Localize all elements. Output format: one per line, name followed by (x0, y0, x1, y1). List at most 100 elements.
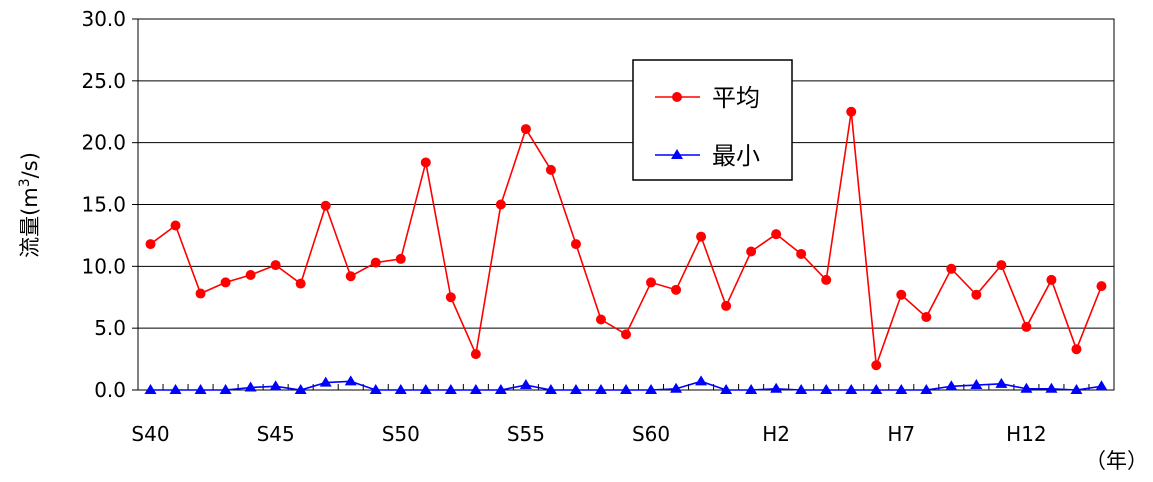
data-point-minimum (820, 384, 833, 394)
data-point-minimum (544, 384, 557, 394)
data-point-average (270, 260, 281, 271)
data-point-minimum (670, 382, 683, 393)
data-point-minimum (695, 375, 708, 386)
data-point-average (871, 360, 882, 371)
data-point-average (245, 269, 256, 280)
x-tick-label: S60 (632, 422, 670, 446)
data-point-minimum (745, 384, 758, 394)
data-point-average (921, 312, 932, 323)
data-point-minimum (870, 384, 883, 394)
data-point-average (821, 274, 832, 285)
data-point-average (495, 199, 506, 210)
y-tick-label: 15.0 (81, 193, 126, 217)
data-point-minimum (169, 384, 182, 394)
x-tick-label: S45 (257, 422, 295, 446)
data-point-average (721, 300, 732, 311)
data-point-average (595, 314, 606, 325)
data-point-average (470, 349, 481, 360)
data-point-average (1071, 344, 1082, 355)
x-tick-label: H12 (1006, 422, 1047, 446)
data-point-minimum (920, 384, 933, 394)
data-point-average (896, 289, 907, 300)
data-point-average (445, 292, 456, 303)
data-point-minimum (519, 379, 532, 390)
series-average-line (150, 111, 1103, 366)
x-tick-label: S50 (382, 422, 420, 446)
y-tick-label: 5.0 (94, 316, 126, 340)
series-layer (144, 106, 1108, 394)
data-point-average (796, 248, 807, 259)
series-average (145, 106, 1107, 371)
data-point-average (520, 124, 531, 135)
gridlines (138, 80, 1114, 329)
data-point-minimum (244, 381, 257, 392)
x-tick-label: S40 (131, 422, 169, 446)
data-point-minimum (469, 384, 482, 394)
data-point-average (320, 200, 331, 211)
data-point-average (696, 231, 707, 242)
data-point-average (195, 288, 206, 299)
data-point-minimum (269, 380, 282, 391)
data-point-minimum (569, 384, 582, 394)
data-point-average (345, 271, 356, 282)
y-tick-label: 25.0 (81, 69, 126, 93)
data-point-average (395, 253, 406, 264)
data-point-minimum (970, 379, 983, 390)
data-point-average (646, 277, 657, 288)
data-point-average (1046, 274, 1057, 285)
x-axis-ticks: S40 S45 S50 S55 S60 H2 H7 H12 (131, 384, 1115, 446)
x-tick-label: H2 (762, 422, 790, 446)
y-axis-label-superscript: 3 (17, 178, 33, 187)
data-point-minimum (194, 384, 207, 394)
legend-entry-average: 平均 (655, 84, 760, 112)
data-point-average (220, 277, 231, 288)
data-point-average (1096, 281, 1107, 292)
data-point-average (545, 164, 556, 175)
y-axis-ticks: 0.0 5.0 10.0 15.0 20.0 25.0 30.0 (81, 7, 138, 402)
data-point-average (946, 263, 957, 274)
y-tick-label: 20.0 (81, 131, 126, 155)
data-point-minimum (369, 384, 382, 394)
data-point-average (746, 246, 757, 257)
data-point-average (170, 220, 181, 231)
data-point-average (145, 239, 156, 250)
data-point-minimum (1095, 380, 1108, 391)
data-point-minimum (494, 384, 507, 394)
data-point-average (771, 229, 782, 240)
data-point-minimum (770, 382, 783, 393)
y-tick-label: 30.0 (81, 7, 126, 31)
y-axis-label-tail: /s) (18, 152, 42, 178)
data-point-average (846, 106, 857, 117)
data-point-average (295, 278, 306, 289)
x-tick-label: H7 (887, 422, 915, 446)
data-point-minimum (1020, 382, 1033, 393)
data-point-minimum (144, 384, 157, 394)
legend-entry-minimum: 最小 (655, 142, 760, 170)
legend: 平均 最小 (632, 59, 793, 181)
data-point-minimum (645, 384, 658, 394)
data-point-minimum (1045, 382, 1058, 393)
data-point-minimum (594, 384, 607, 394)
data-point-minimum (845, 384, 858, 394)
data-point-average (971, 289, 982, 300)
legend-minimum-label: 最小 (712, 142, 760, 170)
data-point-minimum (219, 384, 232, 394)
data-point-average (370, 257, 381, 268)
data-point-average (420, 157, 431, 168)
y-tick-label: 10.0 (81, 254, 126, 278)
legend-average-marker (672, 92, 682, 102)
x-tick-label: S55 (507, 422, 545, 446)
data-point-minimum (294, 384, 307, 394)
data-point-average (996, 260, 1007, 271)
y-axis-label: 流量(m3/s) (17, 152, 42, 258)
data-point-minimum (444, 384, 457, 394)
data-point-minimum (995, 377, 1008, 388)
legend-average-label: 平均 (712, 84, 760, 112)
data-point-minimum (795, 384, 808, 394)
series-minimum (144, 375, 1108, 394)
data-point-minimum (344, 375, 357, 386)
legend-minimum-marker (671, 149, 683, 159)
data-point-minimum (620, 384, 632, 394)
